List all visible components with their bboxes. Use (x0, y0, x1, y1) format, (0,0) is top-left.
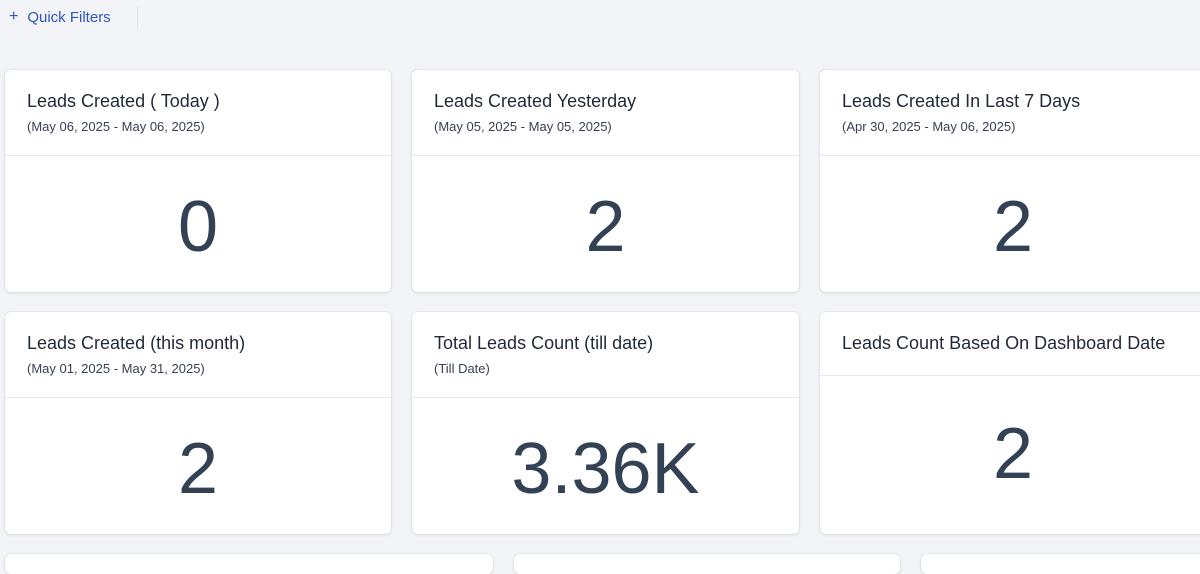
card-subtitle: (May 01, 2025 - May 31, 2025) (27, 361, 205, 376)
card-title: Leads Created In Last 7 Days (842, 91, 1081, 111)
card-value: 0 (177, 187, 219, 267)
card-header: Leads Count Based On Dashboard Date (820, 312, 1200, 376)
widget-card-partial[interactable] (514, 554, 900, 574)
card-value: 2 (992, 187, 1034, 267)
top-bar: + Quick Filters (0, 0, 1200, 40)
card-header: Leads Created (this month) (May 01, 2025… (5, 312, 391, 398)
card-header: Total Leads Count (till date) (Till Date… (412, 312, 799, 398)
card-header: Leads Created Yesterday (May 05, 2025 - … (412, 70, 799, 156)
card-title: Leads Count Based On Dashboard Date (842, 333, 1166, 353)
card-title: Leads Created (this month) (27, 333, 246, 353)
card-header: Leads Created In Last 7 Days (Apr 30, 20… (820, 70, 1200, 156)
plus-icon: + (9, 8, 19, 25)
widget-card-leads-last-7-days[interactable]: Leads Created In Last 7 Days (Apr 30, 20… (820, 70, 1200, 292)
card-value: 2 (992, 414, 1034, 494)
card-value: 2 (585, 187, 626, 267)
card-value: 3.36K (511, 429, 700, 509)
card-value: 2 (177, 429, 219, 509)
widget-card-leads-today[interactable]: Leads Created ( Today ) (May 06, 2025 - … (5, 70, 391, 292)
card-title: Total Leads Count (till date) (434, 333, 654, 353)
toolbar-divider (137, 6, 138, 28)
card-subtitle: (May 05, 2025 - May 05, 2025) (434, 119, 612, 134)
widget-card-partial[interactable] (921, 554, 1200, 574)
card-title: Leads Created Yesterday (434, 91, 637, 111)
widget-card-leads-this-month[interactable]: Leads Created (this month) (May 01, 2025… (5, 312, 391, 534)
quick-filters-label: Quick Filters (27, 8, 111, 26)
widget-card-total-leads[interactable]: Total Leads Count (till date) (Till Date… (412, 312, 799, 534)
card-subtitle: (Apr 30, 2025 - May 06, 2025) (842, 119, 1016, 134)
card-header: Leads Created ( Today ) (May 06, 2025 - … (5, 70, 391, 156)
card-title: Leads Created ( Today ) (27, 91, 220, 111)
widget-card-partial[interactable] (5, 554, 493, 574)
quick-filters-button[interactable]: + Quick Filters (9, 4, 138, 30)
card-subtitle: (Till Date) (434, 361, 490, 376)
widget-card-leads-dashboard-date[interactable]: Leads Count Based On Dashboard Date 2 (820, 312, 1200, 534)
card-subtitle: (May 06, 2025 - May 06, 2025) (27, 119, 205, 134)
widget-card-leads-yesterday[interactable]: Leads Created Yesterday (May 05, 2025 - … (412, 70, 799, 292)
